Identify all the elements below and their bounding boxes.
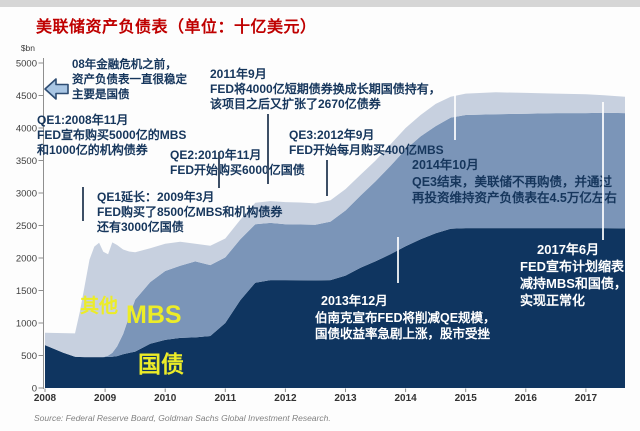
connector-line bbox=[267, 114, 269, 184]
svg-text:1500: 1500 bbox=[16, 286, 37, 297]
top-gray-strip bbox=[0, 0, 640, 7]
source-note: Source: Federal Reserve Board, Goldman S… bbox=[34, 413, 331, 423]
connector-line bbox=[454, 94, 456, 140]
chart-title: 美联储资产负债表（单位：十亿美元） bbox=[36, 19, 317, 36]
annotation-qe3-end-2014: 2014年10月 QE3结束，美联储不再购债，并通过 再投资维持资产负债表在4.… bbox=[412, 158, 617, 205]
svg-text:5000: 5000 bbox=[16, 59, 37, 70]
svg-text:2013: 2013 bbox=[334, 393, 357, 404]
svg-text:2010: 2010 bbox=[154, 393, 177, 404]
annotation-qe2: QE2:2010年11月 FED开始购买6000亿国债 bbox=[170, 148, 305, 177]
svg-text:2009: 2009 bbox=[94, 393, 117, 404]
series-label-mbs: MBS bbox=[126, 301, 182, 329]
annotation-operation-twist-2011: 2011年9月 FED将4000亿短期债券换成长期国债持有， 该项目之后又扩张了… bbox=[210, 67, 441, 111]
svg-text:2500: 2500 bbox=[16, 221, 37, 232]
svg-text:4500: 4500 bbox=[16, 91, 37, 102]
svg-text:4000: 4000 bbox=[16, 124, 37, 135]
svg-text:0: 0 bbox=[32, 384, 37, 395]
svg-text:500: 500 bbox=[21, 351, 37, 362]
svg-text:$bn: $bn bbox=[21, 43, 35, 53]
svg-text:2016: 2016 bbox=[515, 393, 538, 404]
svg-text:2012: 2012 bbox=[274, 393, 297, 404]
connector-line bbox=[602, 102, 604, 240]
connector-line bbox=[218, 152, 220, 188]
connector-line bbox=[82, 187, 84, 221]
svg-text:3500: 3500 bbox=[16, 156, 37, 167]
svg-text:2014: 2014 bbox=[394, 393, 417, 404]
annotation-qe1-extension: QE1延长：2009年3月 FED购买了8500亿MBS和机构债券 还有3000… bbox=[97, 190, 283, 234]
arrow-left-icon bbox=[44, 78, 69, 100]
connector-line bbox=[326, 160, 328, 196]
connector-line bbox=[397, 237, 399, 283]
svg-text:2017: 2017 bbox=[575, 393, 598, 404]
svg-text:2000: 2000 bbox=[16, 254, 37, 265]
annotation-taper-2013: 2013年12月 伯南克宣布FED将削减QE规模， 国债收益率急剧上涨，股市受挫 bbox=[315, 294, 496, 341]
svg-text:2008: 2008 bbox=[34, 393, 57, 404]
svg-text:2011: 2011 bbox=[214, 393, 236, 404]
series-label-other: 其他 bbox=[80, 296, 119, 317]
annotation-normalize-2017: 2017年6月 FED宣布计划缩表 减持MBS和国债， 实现正常化 bbox=[520, 242, 627, 308]
annotation-qe3: QE3:2012年9月 FED开始每月购买400亿MBS bbox=[289, 128, 444, 157]
annotation-qe1: QE1:2008年11月 FED宣布购买5000亿的MBS 和1000亿的机构债… bbox=[37, 113, 187, 157]
svg-text:3000: 3000 bbox=[16, 189, 37, 200]
annotation-pre-crisis: 08年金融危机之前， 资产负债表一直很稳定 主要是国债 bbox=[72, 59, 187, 101]
svg-text:2015: 2015 bbox=[455, 393, 478, 404]
series-label-treasury: 国债 bbox=[138, 351, 184, 377]
svg-text:1000: 1000 bbox=[16, 319, 37, 330]
